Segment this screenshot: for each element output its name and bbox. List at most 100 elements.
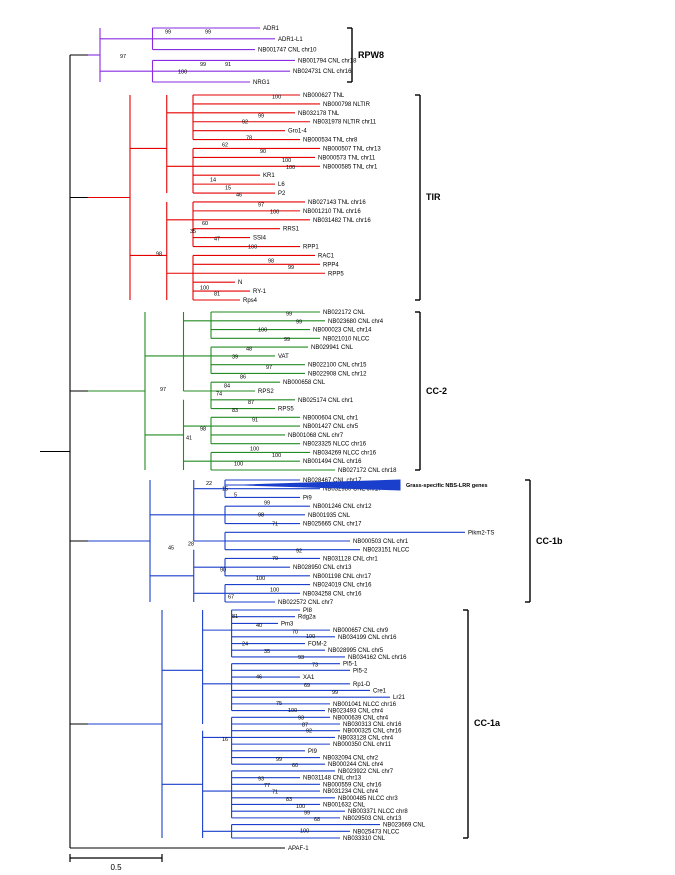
leaf-label: NB027143 TNL chr16 (308, 200, 366, 206)
leaf-label: NB001494 CNL chr16 (303, 459, 362, 465)
leaf-label: NB000023 CNL chr14 (313, 328, 372, 334)
leaf-label: NB030313 CNL chr16 (343, 722, 402, 728)
leaf-label: P2 (278, 191, 286, 197)
leaf-label: NB024731 CNL chr16 (293, 69, 352, 75)
bootstrap-value: 77 (264, 783, 270, 789)
leaf-label: NB000503 CNL chr1 (353, 539, 409, 545)
bootstrap-value: 68 (314, 817, 320, 823)
bootstrap-value: 100 (288, 708, 297, 714)
leaf-label: L6 (278, 182, 285, 188)
leaf-label: NB023325 NLCC chr16 (303, 442, 367, 448)
leaf-label: PI8 (303, 608, 313, 614)
bootstrap-value: 71 (272, 521, 278, 527)
bootstrap-value: 99 (276, 757, 282, 763)
leaf-label: NB000798 NLTIR (323, 102, 371, 108)
leaf-label: RPS5 (278, 407, 294, 413)
bootstrap-value: 91 (252, 418, 258, 424)
leaf-label: NB021010 NLCC (323, 336, 370, 342)
leaf-label: NB034162 CNL chr16 (348, 655, 407, 661)
bootstrap-value: 28 (188, 541, 194, 547)
leaf-label: NB000485 NLCC chr3 (338, 796, 398, 802)
bootstrap-value: 87 (248, 400, 254, 406)
leaf-label: NB033128 CNL chr4 (338, 735, 394, 741)
leaf-label: RPP1 (303, 245, 319, 251)
leaf-label: PI5-1 (343, 662, 358, 668)
leaf-label: SSI4 (253, 236, 267, 242)
bootstrap-value: 45 (168, 546, 174, 552)
leaf-label: NB031234 CNL chr4 (323, 789, 379, 795)
leaf-label: NB000573 TNL chr11 (318, 155, 376, 161)
bootstrap-value: 86 (240, 375, 246, 381)
bootstrap-value: 100 (300, 829, 309, 835)
bootstrap-value: 97 (120, 54, 126, 60)
bootstrap-value: 48 (246, 347, 252, 353)
bootstrap-value: 97 (258, 202, 264, 208)
bootstrap-value: 93 (298, 655, 304, 661)
leaf-label: NB029503 CNL chr13 (343, 816, 402, 822)
leaf-label: NB000325 CNL chr16 (343, 729, 402, 735)
bootstrap-value: 100 (200, 285, 209, 291)
leaf-label: NB034258 CNL chr16 (303, 591, 362, 597)
bootstrap-value: 100 (250, 447, 259, 453)
leaf-label: RY-1 (253, 289, 267, 295)
bootstrap-value: 99 (264, 500, 270, 506)
leaf-label: NB022172 CNL (323, 310, 366, 316)
bootstrap-value: 92 (296, 548, 302, 554)
leaf-label: NB001246 CNL chr12 (313, 504, 372, 510)
bootstrap-value: 92 (306, 729, 312, 735)
bootstrap-value: 99 (205, 29, 211, 35)
leaf-label: Pi9 (303, 495, 312, 501)
bootstrap-value: 100 (270, 210, 279, 216)
leaf-label: VAT (278, 354, 289, 360)
bootstrap-value: 100 (272, 95, 281, 101)
bootstrap-value: 22 (206, 481, 212, 487)
leaf-label: NB034199 CNL chr16 (338, 635, 397, 641)
leaf-label: NB000658 CNL (283, 380, 326, 386)
bootstrap-value: 100 (296, 804, 305, 810)
leaf-label: NB000244 CNL chr4 (328, 762, 384, 768)
leaf-label: NB001041 NLCC chr16 (333, 702, 397, 708)
leaf-label: NB023680 CNL chr4 (328, 319, 384, 325)
leaf-label: RPP4 (323, 262, 339, 268)
leaf-label: PI5-2 (353, 668, 368, 674)
bootstrap-value: 62 (222, 143, 228, 149)
leaf-label: Rps4 (243, 298, 258, 304)
bootstrap-value: 90 (220, 568, 226, 574)
leaf-label: Pikm2-TS (468, 530, 494, 536)
bootstrap-value: 100 (282, 158, 291, 164)
clade-label: CC-1b (536, 536, 563, 546)
leaf-label: N (238, 280, 242, 286)
bootstrap-value: 100 (286, 165, 295, 171)
bootstrap-value: 70 (292, 629, 298, 635)
bootstrap-value: 35 (190, 229, 196, 235)
bootstrap-value: 67 (228, 595, 234, 601)
leaf-label: NB003371 NLCC chr8 (348, 809, 408, 815)
bootstrap-value: 75 (276, 701, 282, 707)
bootstrap-value: 69 (304, 683, 310, 689)
bootstrap-value: 100 (256, 576, 265, 582)
bootstrap-value: 93 (298, 715, 304, 721)
leaf-label: NB001198 CNL chr17 (313, 574, 372, 580)
bootstrap-value: 47 (214, 236, 220, 242)
leaf-label: ADR1-L1 (278, 37, 303, 43)
clade-label: CC-1a (474, 718, 501, 728)
bootstrap-value: 91 (225, 62, 231, 68)
bootstrap-value: 99 (200, 62, 206, 68)
bootstrap-value: 73 (312, 662, 318, 668)
clade-label: RPW8 (358, 50, 384, 60)
leaf-label: NB025174 CNL chr1 (298, 398, 354, 404)
leaf-label: NB000657 CNL chr9 (333, 628, 389, 634)
bootstrap-value: 84 (224, 383, 230, 389)
leaf-label: NB000534 TNL chr8 (303, 138, 358, 144)
leaf-label: RAC1 (318, 253, 335, 259)
bootstrap-value: 15 (225, 185, 231, 191)
bootstrap-value: 98 (200, 427, 206, 433)
bootstrap-value: 71 (272, 790, 278, 796)
leaf-label: Rp1-D (353, 682, 371, 688)
bootstrap-value: 93 (258, 776, 264, 782)
bootstrap-value: 99 (284, 337, 290, 343)
outgroup-label: APAF-1 (288, 846, 309, 852)
leaf-label: NB032178 TNL (298, 111, 340, 117)
leaf-label: PI9 (308, 749, 318, 755)
bootstrap-value: 60 (202, 221, 208, 227)
